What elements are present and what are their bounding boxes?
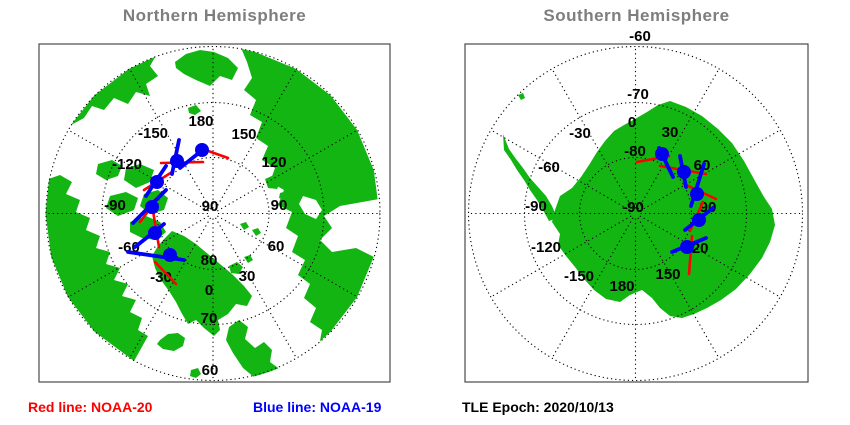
north-meridian-line xyxy=(68,129,209,212)
north-landmass xyxy=(96,160,122,180)
sno-crossing-dot xyxy=(677,165,691,179)
sno-crossing-dot xyxy=(170,154,184,168)
north-grid-label: -150 xyxy=(138,125,168,142)
south-sno-tracks xyxy=(635,146,718,276)
north-meridian-line xyxy=(129,68,211,210)
north-meridian-line xyxy=(217,215,358,298)
north-landmass xyxy=(106,192,138,216)
north-meridian-line xyxy=(215,217,297,359)
north-grid-label: 120 xyxy=(261,154,286,171)
north-grid-label: -90 xyxy=(104,197,126,214)
south-grid-label: 0 xyxy=(628,114,636,131)
north-grid-label: 150 xyxy=(231,126,256,143)
north-grid-label: -120 xyxy=(112,156,142,173)
south-hemisphere-map: -60-700-8030-3060-6090-90-90120-120150-1… xyxy=(464,28,809,383)
south-grid-label: 30 xyxy=(662,124,679,141)
north-meridian-line xyxy=(217,129,358,212)
legend-noaa19: Blue line: NOAA-19 xyxy=(253,399,382,415)
north-latitude-circle xyxy=(45,45,381,382)
south-landmass xyxy=(518,93,525,100)
sno-crossing-dot xyxy=(150,175,164,189)
south-meridian-line xyxy=(639,215,781,298)
north-latitude-circle xyxy=(156,156,270,271)
sno-crossing-dot xyxy=(163,248,177,262)
south-meridian-line xyxy=(490,129,632,212)
sno-crossing-dot xyxy=(148,226,162,240)
north-sno-tracks xyxy=(126,138,230,286)
north-landmass xyxy=(252,228,261,236)
south-map-title: Southern Hemisphere xyxy=(543,6,730,25)
south-landmass xyxy=(503,134,557,221)
sno-crossing-dot xyxy=(680,240,694,254)
south-grid-label: 150 xyxy=(655,266,680,283)
south-grid-label: -90 xyxy=(622,199,644,216)
north-landmass xyxy=(190,368,201,378)
south-meridian-line xyxy=(490,215,632,298)
north-grid-label: 90 xyxy=(271,197,288,214)
sno-crossing-dot xyxy=(145,200,159,214)
north-landmass xyxy=(265,175,281,189)
north-grid-label: 90 xyxy=(202,198,219,215)
north-landmass xyxy=(226,320,289,381)
south-latitude-circle xyxy=(578,156,693,271)
south-grid-label: -30 xyxy=(569,125,591,142)
north-grid-label: 0 xyxy=(205,282,213,299)
south-grid-label: 180 xyxy=(609,278,634,295)
sno-crossing-dot xyxy=(195,143,209,157)
legend-tle-epoch: TLE Epoch: 2020/10/13 xyxy=(462,399,614,415)
south-meridian-line xyxy=(551,217,634,359)
north-grid-label: 30 xyxy=(239,268,256,285)
south-grid-label: -150 xyxy=(564,268,594,285)
north-meridian-line xyxy=(129,217,211,359)
north-landmass xyxy=(70,56,158,125)
noaa20-track-segment xyxy=(153,260,178,286)
sno-crossing-dot xyxy=(692,213,706,227)
north-grid-label: 180 xyxy=(188,113,213,130)
north-water-inlet xyxy=(299,196,322,219)
south-grid-label: -120 xyxy=(531,239,561,256)
north-grid-label: 60 xyxy=(268,238,285,255)
sno-crossing-dot xyxy=(690,187,704,201)
south-grid-label: -60 xyxy=(629,28,651,45)
north-landmass xyxy=(244,255,253,263)
north-landmass xyxy=(240,222,249,230)
north-grid-label: 80 xyxy=(201,252,218,269)
north-landmass xyxy=(175,50,238,86)
north-landmass xyxy=(45,175,148,361)
north-land-group xyxy=(45,49,380,381)
north-landmass xyxy=(124,164,154,188)
south-landmass xyxy=(552,101,775,318)
south-grid-label: -60 xyxy=(538,159,560,176)
north-map-title: Northern Hemisphere xyxy=(122,6,307,25)
south-grid-label: -70 xyxy=(627,86,649,103)
north-meridian-line xyxy=(68,215,209,298)
north-landmass xyxy=(229,262,243,274)
north-grid-label: 60 xyxy=(202,362,219,379)
north-grid-label: 70 xyxy=(201,310,218,327)
south-meridian-line xyxy=(637,217,720,359)
south-meridian-line xyxy=(637,68,720,210)
south-meridian-line xyxy=(551,68,634,210)
legend-noaa20: Red line: NOAA-20 xyxy=(28,399,153,415)
south-grid-label: -80 xyxy=(624,143,646,160)
south-grid-label: -90 xyxy=(525,198,547,215)
south-latitude-circle xyxy=(467,45,804,382)
north-landmass xyxy=(279,191,290,200)
north-landmass xyxy=(241,49,380,342)
south-meridian-line xyxy=(639,129,781,212)
north-landmass xyxy=(188,105,201,115)
north-meridian-line xyxy=(215,68,297,210)
north-landmass xyxy=(157,333,185,351)
sno-crossing-dot xyxy=(655,147,669,161)
